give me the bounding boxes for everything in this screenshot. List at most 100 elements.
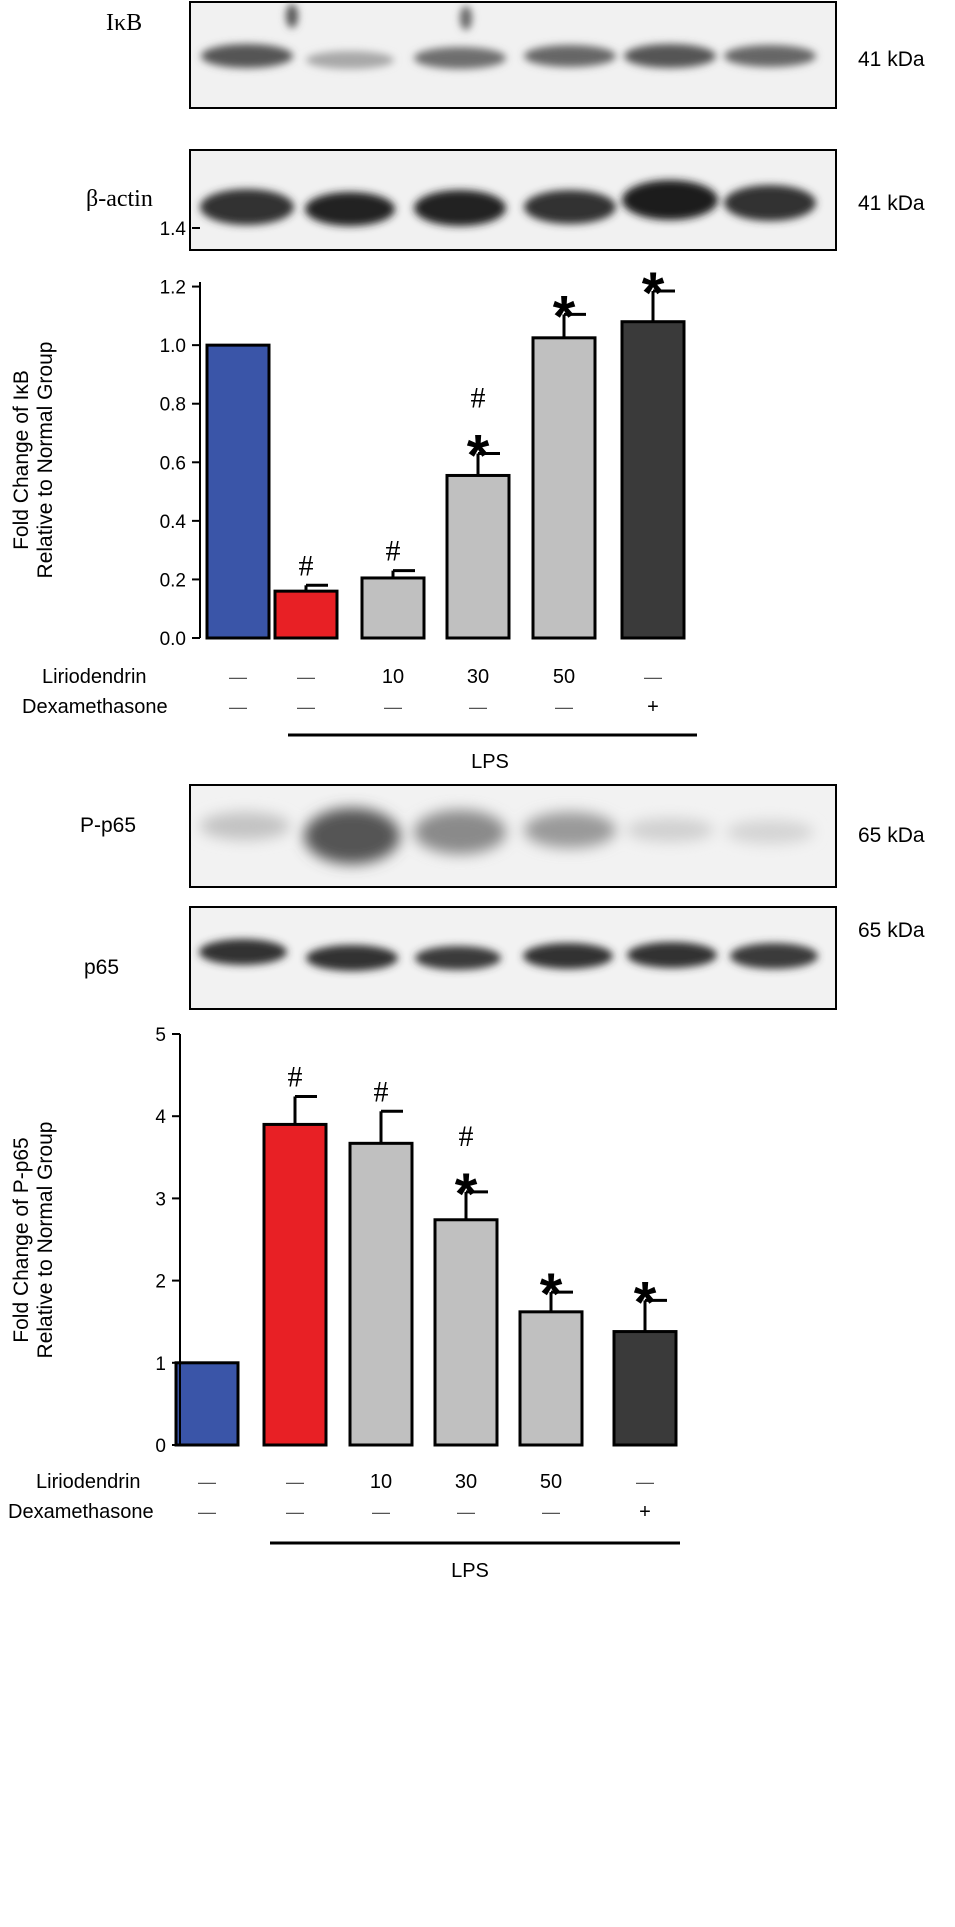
y-ticks-ikb: 0.0 0.2 0.4 0.6 0.8 1.0 1.2 1.4: [160, 219, 200, 650]
y-tick-label: 0.2: [160, 570, 186, 591]
bar: [205, 343, 271, 640]
treatment-cell: 50: [540, 1471, 562, 1493]
blot-bands: [200, 808, 814, 864]
y-tick-label: 0.6: [160, 453, 186, 474]
significance-hash: #: [299, 549, 314, 582]
bars-p-p65: [174, 1094, 678, 1447]
blot-kda-ikb: 41 kDa: [858, 48, 925, 71]
blot-label-p65: p65: [84, 956, 119, 979]
y-tick-label: 1.2: [160, 278, 186, 299]
treatment-cell: —: [286, 1502, 304, 1522]
blot-ikb: IκB 41 kDa: [106, 1, 925, 109]
y-axis-label-line2: Relative to Normal Group: [34, 1122, 57, 1359]
chart-p65: 0 1 2 3 4 5 Fold Change of P-p65 Relative to …: [10, 1025, 678, 1457]
treatment-table-p65: Liriodendrin Dexamethasone — —10 30 50 —— — — —…: [8, 1471, 680, 1582]
blot-kda-p65: 65 kDa: [858, 919, 925, 942]
bar: [348, 1141, 414, 1447]
treatment-cell: —: [636, 1472, 654, 1492]
treatment-cell: —: [384, 697, 402, 717]
blot-frame: [189, 784, 837, 888]
bar: [531, 336, 597, 640]
significance-hash: #: [386, 535, 401, 568]
y-tick-label: 0.4: [160, 512, 187, 533]
bar: [273, 589, 339, 640]
panel-ikb: IκB 41 kDa β-actin 41 kDa 0.00.20.40.60.…: [10, 1, 925, 773]
treatment-cell: —: [469, 697, 487, 717]
bars-ikb: [205, 289, 686, 640]
treatment-cell: —: [198, 1472, 216, 1492]
row-label-liriodendrin: Liriodendrin: [42, 666, 147, 688]
treatment-cell: 10: [370, 1471, 392, 1493]
y-tick-label: 0: [155, 1436, 166, 1457]
blot-kda-p-p65: 65 kDa: [858, 824, 925, 847]
y-axis-label-line1: Fold Change of P-p65: [10, 1137, 33, 1342]
treatment-cell: 30: [467, 666, 489, 688]
bar: [620, 320, 686, 640]
significance-hash: #: [288, 1060, 303, 1093]
treatment-cell: —: [644, 667, 662, 687]
blot-label-p-p65: P-p65: [80, 814, 136, 837]
bar: [445, 473, 511, 640]
significance-star: *: [553, 284, 576, 349]
treatment-cells-ikb: — — 10 30 50 — — — — — — +: [229, 666, 662, 718]
treatment-cell: —: [555, 697, 573, 717]
y-tick-label: 3: [155, 1189, 166, 1210]
panel-p65: P-p65 65 kDa p65 65 kDa 0 1 2 3 4 5 Fold Chan…: [8, 784, 925, 1582]
bar: [518, 1310, 584, 1447]
treatment-cell: —: [542, 1502, 560, 1522]
treatment-cell: —: [297, 697, 315, 717]
y-tick-label: 5: [155, 1025, 166, 1046]
significance-hash: #: [374, 1075, 389, 1108]
blot-frame: [189, 906, 837, 1010]
treatment-cell: —: [372, 1502, 390, 1522]
blot-bands: [199, 939, 818, 971]
blot-label-beta-actin: β-actin: [86, 186, 153, 212]
treatment-cell: —: [229, 667, 247, 687]
bar: [433, 1218, 499, 1447]
bar: [360, 576, 426, 640]
treatment-cell: 30: [455, 1471, 477, 1493]
significance-star: *: [540, 1262, 563, 1327]
treatment-cell: +: [647, 696, 659, 718]
y-tick-label: 4: [155, 1107, 166, 1128]
significance-star: *: [634, 1270, 657, 1335]
y-tick-label: 2: [155, 1272, 166, 1293]
bar: [262, 1122, 328, 1447]
significance-hash: #: [459, 1120, 474, 1153]
blot-label-ikb: IκB: [106, 10, 142, 36]
blot-p65: p65 65 kDa: [84, 906, 925, 1010]
lps-group-label: LPS: [471, 751, 509, 773]
treatment-cell: —: [297, 667, 315, 687]
y-axis-label-line1: Fold Change of IκB: [10, 370, 33, 550]
chart-ikb: 0.0 0.2 0.4 0.6 0.8 1.0 1.2 1.4 Fold Change of …: [10, 219, 686, 650]
blot-beta-actin: β-actin 41 kDa: [86, 149, 925, 251]
y-ticks-p-p65: 0 1 2 3 4 5: [155, 1025, 180, 1457]
row-label-dexamethasone: Dexamethasone: [8, 1501, 154, 1523]
significance-hash: #: [471, 382, 486, 415]
significance-marks-ikb: # # * # * *: [299, 261, 665, 582]
blot-bands: [201, 4, 816, 69]
blot-kda-beta-actin: 41 kDa: [858, 192, 925, 215]
y-tick-label: 1: [155, 1354, 166, 1375]
row-label-dexamethasone: Dexamethasone: [22, 696, 168, 718]
bar: [174, 1361, 240, 1447]
row-label-liriodendrin: Liriodendrin: [36, 1471, 141, 1493]
bar: [612, 1330, 678, 1447]
treatment-cell: +: [639, 1501, 651, 1523]
blot-p-p65: P-p65 65 kDa: [80, 784, 925, 888]
treatment-cell: 10: [382, 666, 404, 688]
treatment-cell: —: [229, 697, 247, 717]
y-axis-label-line2: Relative to Normal Group: [34, 342, 57, 579]
significance-star: *: [467, 424, 490, 489]
significance-marks-p-p65: # # * # * *: [288, 1060, 657, 1335]
treatment-cell: 50: [553, 666, 575, 688]
y-tick-label: 1.4: [160, 219, 187, 240]
treatment-cell: —: [198, 1502, 216, 1522]
treatment-table-ikb: Liriodendrin Dexamethasone — —10 30 50 —— — — —…: [22, 666, 697, 773]
blot-bands: [200, 180, 816, 226]
significance-star: *: [455, 1162, 478, 1227]
y-tick-label: 1.0: [160, 336, 186, 357]
y-tick-label: 0.0: [160, 629, 186, 650]
significance-star: *: [642, 261, 665, 326]
